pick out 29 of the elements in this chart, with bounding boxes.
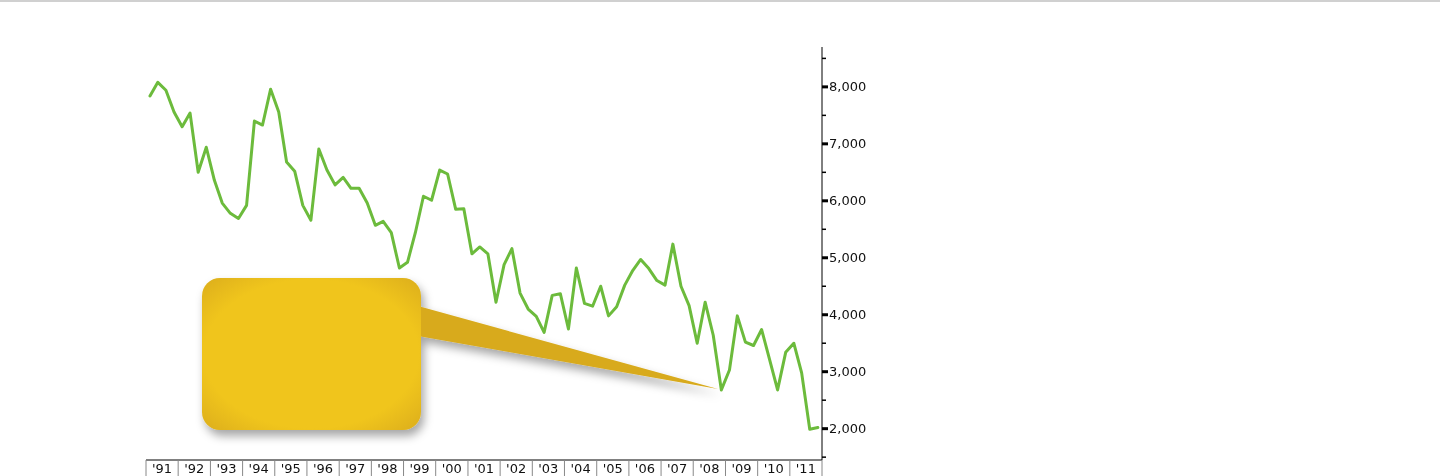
y-tick-label: 6,000 bbox=[829, 193, 867, 209]
y-tick-label: 8,000 bbox=[829, 79, 867, 95]
x-tick-label: '03 bbox=[538, 461, 559, 476]
x-tick-label: '96 bbox=[313, 461, 334, 476]
x-tick-label: '93 bbox=[216, 461, 237, 476]
x-tick-label: '98 bbox=[377, 461, 398, 476]
y-tick-label: 3,000 bbox=[829, 364, 867, 380]
y-tick-label: 7,000 bbox=[829, 136, 867, 152]
x-tick-label: '06 bbox=[634, 461, 655, 476]
y-tick-label: 2,000 bbox=[829, 421, 867, 437]
x-tick-label: '11 bbox=[795, 461, 816, 476]
x-tick-label: '10 bbox=[763, 461, 784, 476]
x-tick-label: '94 bbox=[248, 461, 269, 476]
x-tick-label: '05 bbox=[602, 461, 623, 476]
x-tick-label: '99 bbox=[409, 461, 430, 476]
line-series bbox=[148, 80, 820, 431]
x-tick-label: '04 bbox=[570, 461, 591, 476]
x-tick-label: '91 bbox=[151, 461, 173, 476]
x-tick-label: '92 bbox=[184, 461, 205, 476]
x-tick-label: '07 bbox=[667, 461, 688, 476]
y-tick-label: 4,000 bbox=[829, 307, 867, 323]
x-tick-label: '02 bbox=[506, 461, 527, 476]
x-tick-label: '09 bbox=[731, 461, 752, 476]
x-tick-label: '97 bbox=[345, 461, 366, 476]
x-tick-label: '00 bbox=[441, 461, 462, 476]
x-tick-label: '95 bbox=[280, 461, 301, 476]
x-tick-label: '08 bbox=[699, 461, 720, 476]
x-tick-label: '01 bbox=[473, 461, 495, 476]
y-tick-label: 5,000 bbox=[829, 250, 867, 266]
